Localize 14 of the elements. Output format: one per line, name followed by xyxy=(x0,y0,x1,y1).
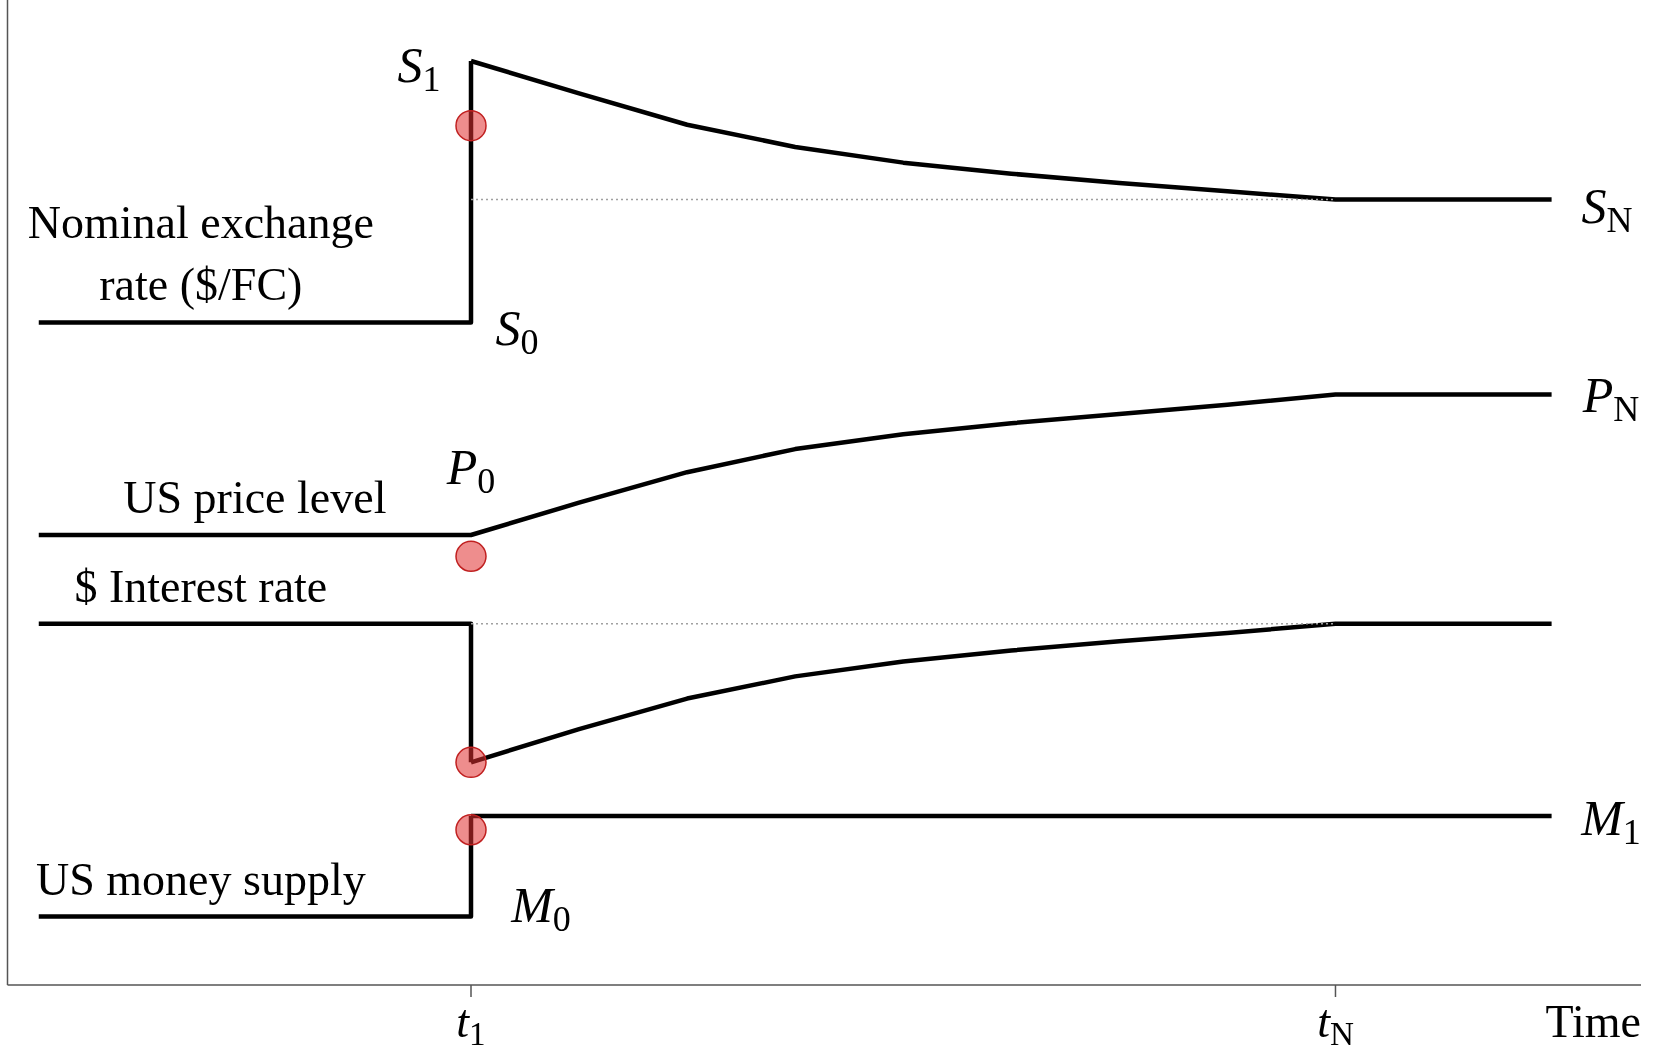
annotation: S$_{1}$ xyxy=(397,36,441,99)
series-label: Nominal exchange rate ($/FC) xyxy=(27,197,374,311)
annotation: S$_{N}$ xyxy=(1581,177,1633,240)
x-tick-label: t$_{N}$ xyxy=(1317,996,1354,1049)
x-axis-title: Time xyxy=(1545,996,1641,1047)
series-label: US money supply xyxy=(36,853,366,905)
annotation: S$_{0}$ xyxy=(495,299,539,362)
annotation: P$_{N}$ xyxy=(1581,366,1640,429)
annotation: M$_{0}$ xyxy=(510,876,571,939)
x-tick-label: t$_{1}$ xyxy=(456,996,486,1049)
annotation: P$_{0}$ xyxy=(445,438,496,501)
annotation: M$_{1}$ xyxy=(1580,789,1641,852)
series-label: US price level xyxy=(123,472,387,524)
series-label: $ Interest rate xyxy=(74,560,328,612)
